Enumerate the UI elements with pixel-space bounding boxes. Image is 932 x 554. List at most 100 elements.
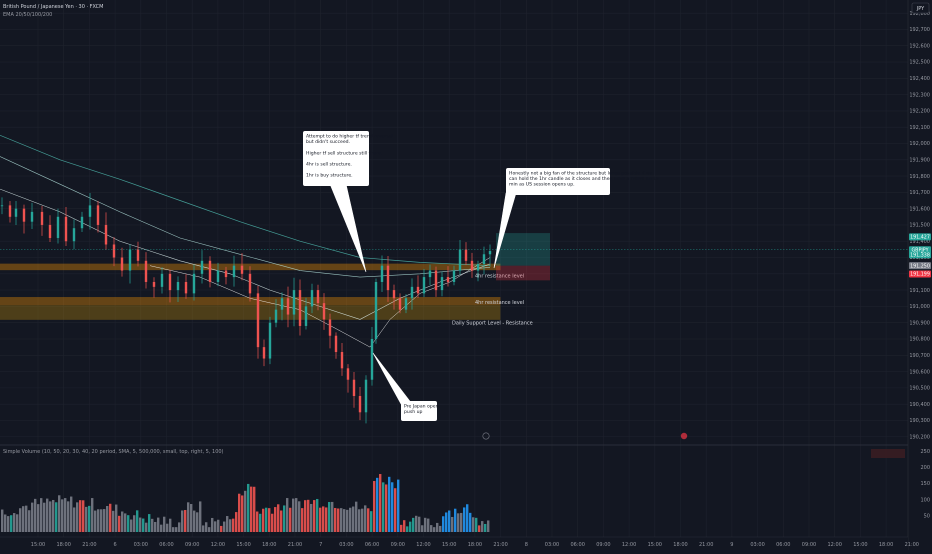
volume-bar bbox=[100, 509, 103, 532]
volume-bar bbox=[325, 507, 328, 532]
candle-body bbox=[392, 290, 396, 299]
volume-bar bbox=[238, 493, 241, 532]
notes-layer[interactable]: Attempt to do higher tf trend reversalbu… bbox=[303, 131, 659, 421]
volume-bar bbox=[295, 498, 298, 532]
time-label: 03:00 bbox=[339, 542, 353, 548]
volume-bar bbox=[172, 527, 175, 532]
volume-bar bbox=[313, 500, 316, 532]
volume-bar bbox=[232, 518, 235, 532]
take-profit-zone[interactable] bbox=[496, 233, 550, 266]
volume-bar bbox=[184, 510, 187, 532]
volume-bar bbox=[79, 500, 82, 532]
note-structure-line: Honestly not a big fan of the structure … bbox=[509, 171, 653, 177]
volume-bar bbox=[469, 512, 472, 532]
price-badge bbox=[909, 233, 931, 241]
price-tick: 192,700 bbox=[909, 27, 930, 33]
note-structure-line: can hold the 1hr candle as it closes and… bbox=[509, 176, 659, 182]
volume-bar bbox=[1, 509, 4, 532]
volume-bar bbox=[16, 514, 19, 532]
volume-bar bbox=[196, 512, 199, 532]
volume-bar bbox=[181, 510, 184, 532]
currency-button[interactable] bbox=[911, 2, 930, 14]
price-tick: 191,900 bbox=[909, 157, 930, 163]
price-tick: 192,800 bbox=[909, 11, 930, 17]
volume-bar bbox=[406, 526, 409, 532]
volume-bar bbox=[292, 498, 295, 532]
candle-body bbox=[380, 265, 384, 282]
volume-bar bbox=[73, 507, 76, 532]
volume-bar bbox=[190, 504, 193, 532]
time-label: 15:00 bbox=[442, 542, 456, 548]
time-label: 06:00 bbox=[159, 542, 173, 548]
volume-indicator-title[interactable]: Simple Volume (10, 50, 20, 30, 40, 20 pe… bbox=[3, 449, 224, 455]
volume-bar bbox=[22, 506, 25, 532]
note-trend-reversal[interactable]: Attempt to do higher tf trend reversalbu… bbox=[303, 131, 393, 273]
volume-bar bbox=[4, 514, 7, 532]
volume-bar bbox=[346, 509, 349, 532]
volume-bar bbox=[322, 506, 325, 532]
price-badge bbox=[909, 246, 931, 259]
volume-tick: 100 bbox=[920, 497, 930, 503]
price-tick: 191,000 bbox=[909, 304, 930, 310]
volume-bar bbox=[412, 517, 415, 532]
note-trend-reversal-line: but didn't succeed. bbox=[306, 139, 350, 145]
price-tick: 192,000 bbox=[909, 141, 930, 147]
volume-bar bbox=[205, 522, 208, 532]
zone-3[interactable] bbox=[0, 305, 501, 320]
volume-bar bbox=[388, 476, 391, 532]
note-japan-open-line: push up bbox=[404, 409, 423, 415]
volume-bar bbox=[91, 498, 94, 532]
volume-bar bbox=[61, 499, 64, 532]
time-label: 21:00 bbox=[905, 542, 919, 548]
volume-bar bbox=[274, 507, 277, 532]
volume-bar bbox=[310, 503, 313, 532]
candle-body bbox=[56, 216, 60, 238]
candle-body bbox=[136, 249, 140, 261]
time-label: 7 bbox=[319, 542, 322, 548]
volume-bar bbox=[10, 515, 13, 532]
volume-bar bbox=[259, 513, 262, 532]
volume-bar bbox=[226, 516, 229, 532]
ema-line-2 bbox=[0, 156, 491, 278]
volume-bar bbox=[394, 488, 397, 532]
volume-bar bbox=[136, 510, 139, 532]
candle-body bbox=[80, 216, 84, 229]
volume-bar bbox=[247, 483, 250, 532]
economic-event-icon[interactable] bbox=[680, 432, 688, 440]
note-structure-line: min as US session opens up. bbox=[509, 182, 575, 188]
ema-indicator-label[interactable]: EMA 20/50/100/200 bbox=[3, 12, 52, 18]
volume-bar bbox=[88, 505, 91, 532]
time-axis[interactable] bbox=[0, 537, 908, 550]
volume-bar bbox=[193, 510, 196, 532]
volume-tick: 150 bbox=[920, 481, 930, 487]
stop-loss-zone[interactable] bbox=[496, 265, 550, 281]
volume-bar bbox=[415, 515, 418, 532]
volume-bar bbox=[307, 499, 310, 532]
volume-bar bbox=[37, 504, 40, 532]
symbol-title[interactable]: British Pound / Japanese Yen · 30 · FXCM bbox=[3, 4, 103, 10]
volume-bar bbox=[121, 511, 124, 532]
time-label: 12:00 bbox=[827, 542, 841, 548]
time-label: 18:00 bbox=[56, 542, 70, 548]
price-tick: 192,500 bbox=[909, 60, 930, 66]
time-label: 18:00 bbox=[468, 542, 482, 548]
note-trend-reversal-line: 4hr is sell structure. bbox=[306, 162, 352, 168]
price-tick: 190,300 bbox=[909, 418, 930, 424]
volume-bar bbox=[214, 521, 217, 532]
grid bbox=[0, 0, 913, 537]
price-tick: 192,200 bbox=[909, 109, 930, 115]
ema-line-1 bbox=[0, 134, 491, 267]
long-position-tool[interactable] bbox=[0, 233, 908, 281]
note-structure[interactable]: Honestly not a big fan of the structure … bbox=[493, 168, 659, 269]
event-marker-icon[interactable] bbox=[482, 432, 490, 440]
volume-bar bbox=[334, 507, 337, 532]
ema-line-3 bbox=[0, 188, 491, 320]
volume-bar bbox=[367, 508, 370, 532]
volume-bar bbox=[217, 519, 220, 532]
time-label: 15:00 bbox=[31, 542, 45, 548]
volume-bar bbox=[97, 509, 100, 532]
